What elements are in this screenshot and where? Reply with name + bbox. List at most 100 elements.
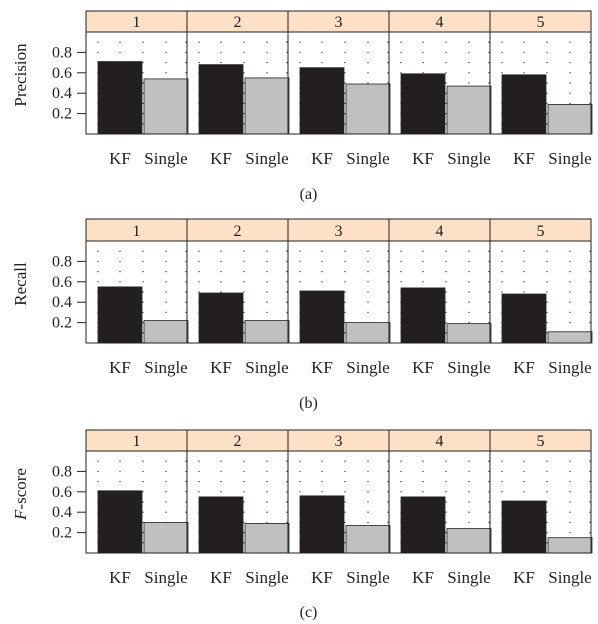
- grid-dot: [523, 61, 525, 64]
- grid-dot: [344, 250, 346, 252]
- y-axis-label-italic: F: [11, 509, 30, 521]
- grid-dot: [387, 270, 389, 273]
- grid-dot: [445, 491, 447, 493]
- grid-dot: [367, 521, 369, 524]
- grid-dot: [266, 511, 268, 513]
- grid-dot: [165, 491, 167, 493]
- grid-dot: [468, 250, 470, 252]
- grid-dot: [344, 531, 346, 534]
- grid-dot: [286, 311, 288, 314]
- grid-dot: [488, 460, 490, 462]
- grid-dot: [501, 470, 503, 473]
- grid-dot: [266, 491, 268, 493]
- grid-dot: [589, 511, 591, 513]
- x-category-label: KF: [109, 358, 131, 377]
- grid-dot: [422, 61, 424, 64]
- grid-dot: [299, 491, 301, 493]
- grid-dot: [546, 321, 548, 324]
- panel-5: 5 KF Single: [489, 429, 593, 587]
- x-category-label: Single: [346, 149, 389, 168]
- grid-dot: [344, 491, 346, 493]
- bar-kf-5: [501, 500, 547, 554]
- grid-dot: [142, 250, 144, 252]
- grid-dot: [387, 521, 389, 524]
- panel-1: 1 KF Single: [85, 10, 189, 168]
- grid-dot: [185, 51, 187, 54]
- bar-kf-5: [501, 293, 547, 344]
- grid-dot: [569, 270, 571, 273]
- grid-dot: [97, 260, 99, 263]
- panel-frame: [489, 450, 592, 554]
- grid-dot: [569, 491, 571, 493]
- grid-dot: [344, 51, 346, 54]
- grid-dot: [185, 291, 187, 293]
- grid-dot: [119, 460, 121, 462]
- grid-dot: [546, 270, 548, 273]
- grid-dot: [589, 531, 591, 534]
- grid-dot: [589, 291, 591, 293]
- grid-dot: [243, 501, 245, 503]
- grid-dot: [220, 460, 222, 462]
- strip-label: 2: [234, 433, 242, 450]
- grid-dot: [367, 491, 369, 493]
- panel-frame: [489, 240, 592, 344]
- grid-dot: [142, 501, 144, 503]
- grid-dot: [445, 291, 447, 293]
- x-category-label: Single: [346, 568, 389, 587]
- grid-dot: [119, 470, 121, 473]
- x-category-label: Single: [447, 358, 490, 377]
- grid-dot: [97, 41, 99, 43]
- grid-dot: [367, 511, 369, 513]
- grid-dot: [243, 250, 245, 252]
- strip-label: 5: [537, 14, 545, 31]
- strip-label: 3: [335, 433, 343, 450]
- grid-dot: [501, 480, 503, 483]
- grid-dot: [589, 51, 591, 54]
- y-axis-label: F-score: [11, 468, 30, 521]
- panel-caption: (b): [299, 395, 318, 412]
- grid-dot: [589, 82, 591, 84]
- grid-dot: [488, 511, 490, 513]
- grid-dot: [400, 250, 402, 252]
- x-category-label: KF: [311, 358, 333, 377]
- grid-dot: [142, 521, 144, 524]
- grid-dot: [400, 460, 402, 462]
- grid-dot: [468, 41, 470, 43]
- grid-dot: [400, 41, 402, 43]
- grid-dot: [299, 260, 301, 263]
- grid-dot: [321, 460, 323, 462]
- grid-dot: [299, 460, 301, 462]
- bar-single-4: [446, 528, 492, 554]
- panel-1: 1 KF Single: [85, 429, 189, 587]
- grid-dot: [422, 460, 424, 462]
- grid-dot: [488, 61, 490, 64]
- bar-single-1: [143, 522, 189, 554]
- grid-dot: [142, 531, 144, 534]
- grid-dot: [299, 270, 301, 273]
- grid-dot: [501, 41, 503, 43]
- grid-dot: [266, 460, 268, 462]
- grid-dot: [119, 270, 121, 273]
- strip-label: 2: [234, 14, 242, 31]
- grid-dot: [220, 470, 222, 473]
- y-axis-label: Recall: [11, 262, 30, 306]
- grid-dot: [546, 521, 548, 524]
- grid-dot: [243, 460, 245, 462]
- grid-dot: [523, 270, 525, 273]
- grid-dot: [165, 51, 167, 54]
- grid-dot: [243, 82, 245, 84]
- y-tick-label: 0.4: [52, 85, 72, 102]
- grid-dot: [185, 491, 187, 493]
- grid-dot: [198, 51, 200, 54]
- grid-dot: [299, 470, 301, 473]
- grid-dot: [185, 470, 187, 473]
- grid-dot: [445, 92, 447, 94]
- grid-dot: [367, 460, 369, 462]
- x-category-label: KF: [513, 149, 535, 168]
- panel-4: 4 KF Single: [388, 10, 492, 168]
- grid-dot: [445, 72, 447, 74]
- bar-single-3: [345, 322, 391, 344]
- grid-dot: [286, 51, 288, 54]
- grid-dot: [569, 470, 571, 473]
- panel-caption: (a): [300, 186, 318, 203]
